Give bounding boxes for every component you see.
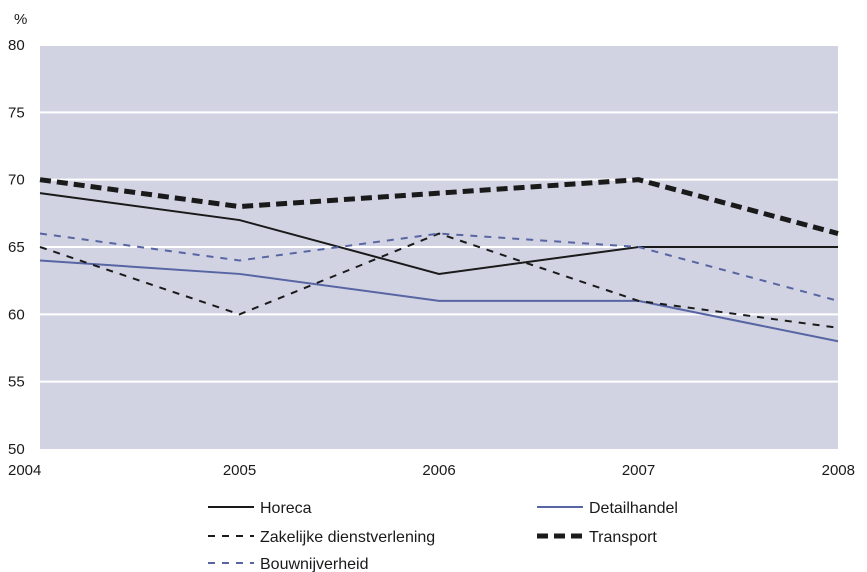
y-axis-unit-label: % [14, 11, 27, 28]
legend-label: Horeca [260, 500, 312, 517]
legend-item: Transport [537, 529, 657, 546]
y-axis-ticks: 50 55 60 65 70 75 80 [8, 37, 25, 458]
legend-label: Detailhandel [589, 500, 678, 517]
legend-label: Bouwnijverheid [260, 556, 369, 572]
x-tick-label: 2008 [822, 462, 855, 479]
legend-label: Zakelijke dienstverlening [260, 529, 435, 546]
legend-item: Bouwnijverheid [208, 556, 369, 572]
legend-label: Transport [589, 529, 657, 546]
legend-item: Horeca [208, 500, 312, 517]
x-tick-label: 2006 [422, 462, 455, 479]
x-axis-ticks: 2004 2005 2006 2007 2008 [8, 462, 855, 479]
gridlines [40, 44, 838, 383]
y-tick-label: 60 [8, 306, 25, 323]
legend: Horeca Detailhandel Zakelijke dienstverlen… [208, 500, 678, 572]
y-tick-label: 80 [8, 37, 25, 54]
y-tick-label: 70 [8, 172, 25, 189]
y-tick-label: 65 [8, 239, 25, 256]
legend-item: Zakelijke dienstverlening [208, 529, 435, 546]
series-line-2 [39, 232, 839, 329]
series-line-1 [39, 259, 839, 343]
y-tick-label: 75 [8, 104, 25, 121]
legend-item: Detailhandel [537, 500, 678, 517]
series-line-0 [39, 192, 838, 275]
series-line-3 [39, 177, 839, 236]
y-tick-label: 50 [8, 441, 25, 458]
x-tick-label: 2004 [8, 462, 41, 479]
series-lines [39, 177, 839, 343]
x-tick-label: 2007 [622, 462, 655, 479]
x-tick-label: 2005 [223, 462, 256, 479]
y-tick-label: 55 [8, 374, 25, 391]
